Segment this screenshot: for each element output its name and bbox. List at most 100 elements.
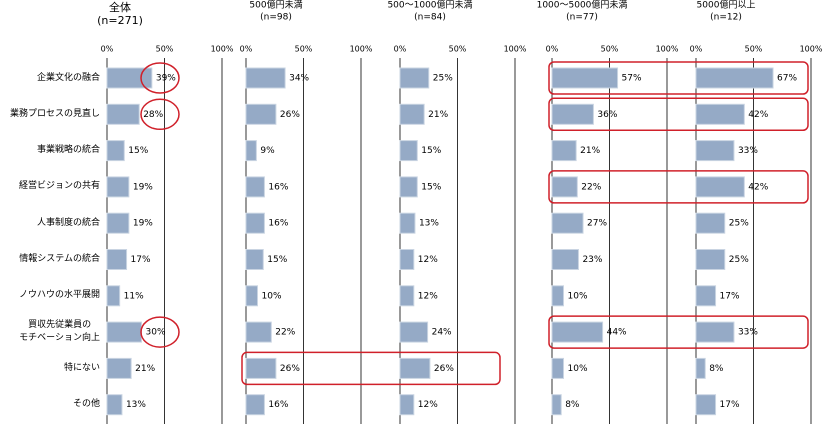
category-label: 買収先従業員の モチベーション向上 [19, 320, 100, 344]
bar [551, 67, 619, 89]
bar [245, 140, 257, 162]
x-tick-label: 100% [211, 45, 234, 54]
bar [245, 249, 264, 270]
bar [106, 103, 140, 125]
value-label: 11% [124, 291, 144, 301]
bar [551, 103, 594, 125]
panel-title: 1000～5000億円未満 [537, 0, 628, 11]
value-label: 12% [418, 291, 438, 301]
value-label: 33% [738, 146, 758, 156]
bar [106, 357, 132, 379]
bar [245, 212, 265, 234]
category-label: 特にない [63, 362, 100, 373]
value-label: 44% [607, 328, 627, 338]
value-label: 12% [418, 255, 438, 265]
category-label: 企業文化の融合 [36, 72, 100, 83]
value-label: 10% [568, 291, 588, 301]
value-label: 10% [568, 364, 588, 374]
bar [106, 249, 128, 270]
bar [551, 176, 578, 198]
value-label: 8% [709, 364, 724, 374]
panel-subtitle: (n=98) [260, 13, 292, 23]
category-label-box: 情報システムの統合 [19, 254, 100, 264]
value-label: 25% [729, 255, 749, 265]
x-tick-label: 0% [690, 45, 703, 54]
panel-title: 全体 [109, 0, 131, 14]
value-label: 15% [267, 255, 287, 265]
bar [399, 176, 418, 198]
panel-title: 5000億円以上 [697, 0, 756, 11]
value-label: 42% [748, 182, 768, 192]
category-label: 情報システムの統合 [19, 254, 100, 264]
bar [695, 140, 735, 162]
value-label: 15% [421, 182, 441, 192]
bar [399, 285, 415, 307]
highlight-box [548, 170, 809, 204]
category-label: 業務プロセスの見直し [9, 108, 100, 119]
panel-subtitle: (n=12) [710, 13, 742, 23]
bar [551, 140, 577, 162]
value-label: 21% [135, 364, 155, 374]
bar [399, 103, 425, 125]
bar [695, 249, 726, 270]
value-label: 26% [280, 110, 300, 120]
value-label: 17% [720, 400, 740, 410]
x-tick-label: 0% [394, 45, 407, 54]
x-tick-label: 100% [350, 45, 373, 54]
highlight-circle [140, 62, 180, 94]
bar [106, 285, 121, 307]
bar [551, 394, 562, 416]
value-label: 27% [587, 219, 607, 229]
category-label-box: 買収先従業員の モチベーション向上 [19, 320, 100, 344]
value-label: 16% [268, 182, 288, 192]
bar [695, 394, 717, 416]
bar [245, 321, 272, 343]
highlight-circle [140, 316, 180, 348]
highlight-box [548, 315, 809, 349]
bar [695, 176, 745, 198]
x-tick-label: 50% [156, 45, 174, 54]
bar [399, 140, 418, 162]
category-label: 人事制度の統合 [36, 217, 100, 228]
value-label: 33% [738, 328, 758, 338]
category-label-box: 企業文化の融合 [36, 72, 100, 83]
value-label: 16% [268, 400, 288, 410]
value-label: 28% [143, 110, 163, 120]
value-label: 22% [581, 182, 601, 192]
category-label: 事業戦略の統合 [36, 145, 100, 156]
bar [245, 357, 277, 379]
bar [245, 67, 286, 89]
x-tick-label: 0% [546, 45, 559, 54]
highlight-box [241, 351, 501, 386]
bar [245, 394, 265, 416]
bar [551, 212, 584, 234]
value-label: 16% [268, 219, 288, 229]
bar [551, 357, 564, 379]
highlight-box [548, 61, 809, 95]
x-tick-label: 50% [295, 45, 313, 54]
bar [695, 357, 706, 379]
panel-subtitle: (n=84) [414, 13, 446, 23]
value-label: 15% [128, 146, 148, 156]
value-label: 25% [729, 219, 749, 229]
category-label: その他 [72, 399, 100, 410]
value-label: 8% [565, 400, 580, 410]
x-tick-label: 50% [449, 45, 467, 54]
x-tick-label: 50% [601, 45, 619, 54]
bar [551, 249, 579, 270]
highlight-circle [140, 98, 180, 131]
bar [106, 140, 125, 162]
bar [245, 285, 258, 307]
x-tick-label: 0% [240, 45, 253, 54]
value-label: 21% [428, 110, 448, 120]
bar [106, 67, 153, 89]
value-label: 15% [421, 146, 441, 156]
panel-subtitle: (n=271) [97, 14, 143, 27]
value-label: 9% [260, 146, 275, 156]
panel-title: 500～1000億円未満 [387, 0, 472, 11]
value-label: 30% [146, 328, 166, 338]
x-tick-label: 50% [745, 45, 763, 54]
bar [245, 103, 277, 125]
category-label-box: 人事制度の統合 [36, 217, 100, 228]
bar [695, 103, 745, 125]
